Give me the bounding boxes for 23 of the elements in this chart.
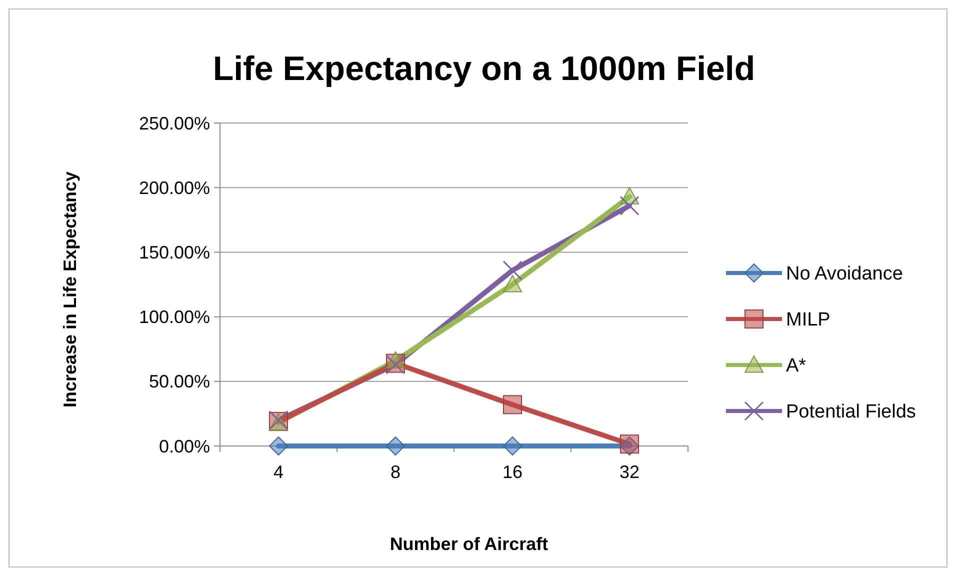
x-tick-label: 16: [502, 462, 523, 482]
point: [386, 436, 405, 456]
y-tick-label: 250.00%: [138, 113, 210, 134]
legend-label: Potential Fields: [786, 402, 916, 423]
x-tick-label: 8: [390, 462, 401, 482]
point: [503, 395, 522, 414]
legend-label: A*: [786, 356, 807, 377]
x-tick-label: 4: [273, 462, 284, 482]
point: [503, 275, 522, 292]
legend-label: No Avoidance: [786, 264, 903, 285]
y-tick-label: 50.00%: [148, 372, 210, 392]
y-tick-label: 200.00%: [138, 178, 210, 198]
chart-title: Life Expectancy on a 1000m Field: [212, 50, 756, 88]
y-tick-label: 150.00%: [138, 242, 210, 262]
y-tick-label: 100.00%: [138, 307, 210, 328]
point: [620, 196, 640, 216]
point: [269, 436, 288, 456]
y-axis-title: Increase in Life Expectancy: [60, 171, 80, 408]
x-axis-title: Number of Aircraft: [390, 534, 548, 554]
y-tick-label: 0.00%: [158, 436, 210, 456]
legend-label: MILP: [786, 310, 830, 331]
x-tick-label: 32: [619, 462, 640, 482]
point: [503, 436, 522, 456]
